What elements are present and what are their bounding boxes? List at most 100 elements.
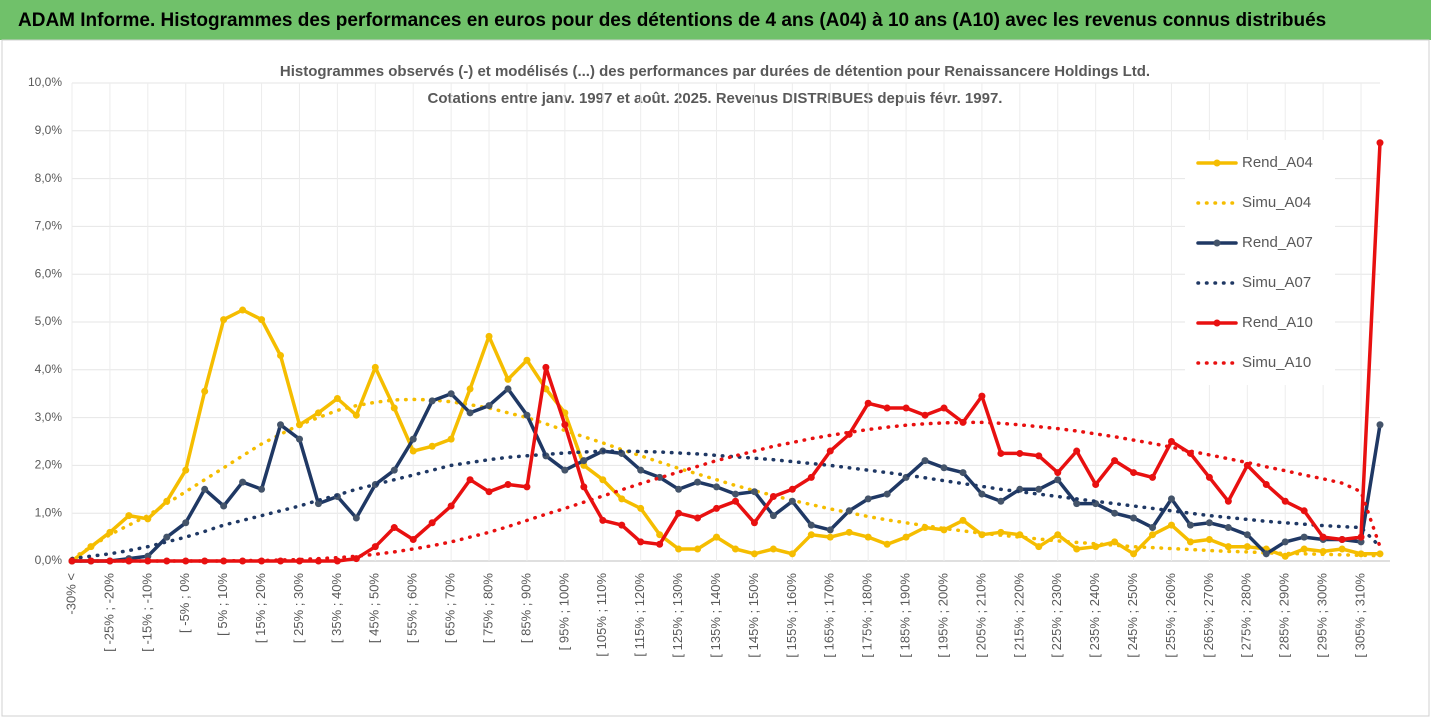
x-tick-label: [ 5% ; 10% [215, 573, 230, 636]
data-point [182, 557, 190, 565]
data-point [769, 545, 777, 553]
data-point [1205, 473, 1213, 481]
data-point [769, 512, 777, 520]
data-point [997, 497, 1005, 505]
legend-label: Rend_A04 [1242, 154, 1313, 171]
data-point [902, 404, 910, 412]
legend-box [1185, 140, 1335, 385]
x-tick-label: [ 115% ; 120% [632, 573, 647, 657]
legend-label: Simu_A10 [1242, 354, 1311, 371]
data-point [807, 521, 815, 529]
data-point [618, 495, 626, 503]
observed-line [70, 141, 1382, 563]
data-point [314, 500, 322, 508]
data-point [182, 466, 190, 474]
data-point [694, 514, 702, 522]
data-point [580, 483, 588, 491]
x-tick-label: [ 245% ; 250% [1125, 573, 1140, 658]
data-point [826, 447, 834, 455]
x-tick-label: [ 65% ; 70% [443, 573, 458, 644]
data-point [428, 397, 436, 405]
y-tick-label: 7,0% [35, 219, 63, 233]
legend-marker [1213, 239, 1221, 247]
data-point [1224, 524, 1232, 532]
x-tick-label: [ 55% ; 60% [405, 573, 420, 644]
x-tick-label: [ 185% ; 190% [898, 573, 913, 658]
x-tick-label: [ 265% ; 270% [1201, 573, 1216, 658]
data-point [694, 545, 702, 553]
data-point [390, 404, 398, 412]
data-point [1376, 550, 1384, 558]
chart-frame [1, 39, 1430, 717]
data-point [1281, 497, 1289, 505]
data-point [504, 375, 512, 383]
data-point [409, 435, 417, 443]
legend-label: Rend_A07 [1242, 234, 1313, 251]
data-point [504, 385, 512, 393]
data-point [1130, 550, 1138, 558]
data-point [1111, 509, 1119, 517]
data-point [1224, 543, 1232, 551]
data-point [713, 483, 721, 491]
plot [68, 139, 1384, 565]
data-point [106, 557, 114, 565]
data-point [201, 485, 209, 493]
data-point [1054, 469, 1062, 477]
data-point [1186, 538, 1194, 546]
y-tick-label: 8,0% [35, 171, 63, 185]
model-line [70, 397, 1382, 561]
data-point [959, 516, 967, 524]
data-point [409, 535, 417, 543]
data-point [959, 469, 967, 477]
data-point [1357, 550, 1365, 558]
data-point [390, 466, 398, 474]
data-point [921, 411, 929, 419]
data-point [1300, 545, 1308, 553]
model-line [70, 449, 1382, 561]
data-point [1205, 519, 1213, 527]
data-point [371, 363, 379, 371]
data-point [637, 538, 645, 546]
x-tick-label: [ 95% ; 100% [556, 573, 571, 651]
data-point [978, 490, 986, 498]
data-point [1054, 531, 1062, 539]
data-point [713, 533, 721, 541]
data-point [390, 524, 398, 532]
data-point [788, 497, 796, 505]
x-tick-label: [ 155% ; 160% [784, 573, 799, 658]
data-point [599, 476, 607, 484]
data-point [428, 442, 436, 450]
data-point [637, 466, 645, 474]
data-point [807, 473, 815, 481]
data-point [1111, 538, 1119, 546]
data-point [485, 332, 493, 340]
data-point [542, 363, 550, 371]
data-point [1376, 421, 1384, 429]
data-point [1376, 139, 1384, 147]
x-tick-label: [ 165% ; 170% [822, 573, 837, 658]
x-tick-label: [ 295% ; 300% [1315, 573, 1330, 658]
data-point [750, 519, 758, 527]
data-point [769, 492, 777, 500]
data-point [1073, 545, 1081, 553]
data-point [940, 404, 948, 412]
y-tick-label: 6,0% [35, 266, 63, 280]
data-point [864, 533, 872, 541]
data-point [182, 519, 190, 527]
data-point [1338, 535, 1346, 543]
observed-line [70, 387, 1382, 563]
observed-line [70, 308, 1382, 563]
data-point [277, 557, 285, 565]
data-point [352, 555, 360, 563]
x-tick-label: [ 145% ; 150% [746, 573, 761, 658]
data-point [409, 447, 417, 455]
y-tick-label: 9,0% [35, 123, 63, 137]
x-tick-label: [ 175% ; 180% [860, 573, 875, 658]
data-point [447, 435, 455, 443]
data-point [220, 502, 228, 510]
legend-label: Simu_A07 [1242, 274, 1311, 291]
chart-title: Histogrammes observés (-) et modélisés (… [280, 63, 1150, 80]
data-point [1338, 545, 1346, 553]
data-point [163, 533, 171, 541]
data-point [864, 399, 872, 407]
